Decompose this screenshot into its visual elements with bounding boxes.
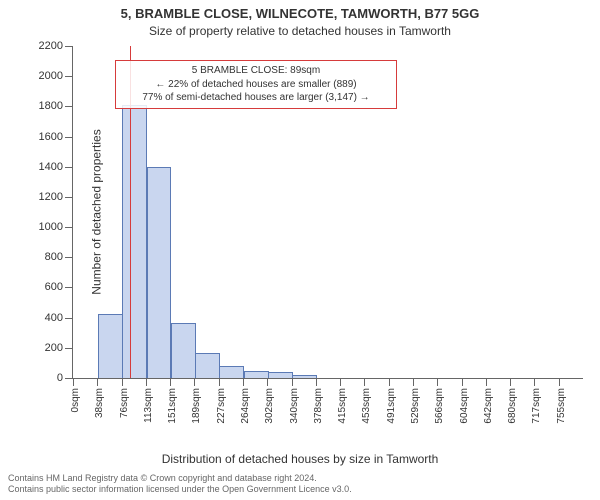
- x-tick: [243, 378, 244, 386]
- x-tick-label: 717sqm: [531, 388, 542, 424]
- histogram-bar: [195, 353, 220, 378]
- y-tick-label: 400: [45, 312, 63, 324]
- y-tick: [65, 257, 73, 258]
- y-tick-label: 1600: [39, 131, 63, 143]
- x-tick-label: 642sqm: [483, 388, 494, 424]
- histogram-bar: [268, 372, 293, 378]
- x-tick: [534, 378, 535, 386]
- x-tick-label: 38sqm: [94, 388, 105, 418]
- annotation-line-1: 5 BRAMBLE CLOSE: 89sqm: [122, 64, 390, 78]
- y-tick: [65, 197, 73, 198]
- x-tick-label: 378sqm: [313, 388, 324, 424]
- y-tick: [65, 378, 73, 379]
- histogram-bar: [147, 167, 172, 378]
- x-tick-label: 113sqm: [143, 388, 154, 423]
- x-tick-label: 415sqm: [337, 388, 348, 424]
- annotation-line-2: ← 22% of detached houses are smaller (88…: [122, 78, 390, 92]
- x-tick: [437, 378, 438, 386]
- x-tick-label: 529sqm: [410, 388, 421, 424]
- y-tick: [65, 287, 73, 288]
- x-tick: [267, 378, 268, 386]
- y-tick: [65, 106, 73, 107]
- x-tick: [73, 378, 74, 386]
- y-tick-label: 1200: [39, 191, 63, 203]
- x-tick: [510, 378, 511, 386]
- y-tick-label: 2000: [39, 70, 63, 82]
- y-tick: [65, 46, 73, 47]
- x-tick-label: 340sqm: [289, 388, 300, 424]
- y-tick-label: 1000: [39, 221, 63, 233]
- x-tick: [413, 378, 414, 386]
- histogram-bar: [292, 375, 317, 378]
- y-tick-label: 0: [57, 372, 63, 384]
- x-tick-label: 566sqm: [434, 388, 445, 424]
- x-tick: [316, 378, 317, 386]
- x-tick-label: 227sqm: [216, 388, 227, 424]
- x-tick: [97, 378, 98, 386]
- y-tick-label: 1800: [39, 100, 63, 112]
- x-axis-label: Distribution of detached houses by size …: [0, 452, 600, 466]
- x-tick: [146, 378, 147, 386]
- y-tick: [65, 76, 73, 77]
- x-tick-label: 302sqm: [264, 388, 275, 424]
- x-tick-label: 604sqm: [459, 388, 470, 424]
- annotation-line-3: 77% of semi-detached houses are larger (…: [122, 91, 390, 105]
- y-tick: [65, 227, 73, 228]
- plot-area: 0200400600800100012001400160018002000220…: [72, 46, 583, 379]
- y-tick: [65, 167, 73, 168]
- x-tick-label: 491sqm: [386, 388, 397, 424]
- chart-title: 5, BRAMBLE CLOSE, WILNECOTE, TAMWORTH, B…: [0, 6, 600, 21]
- x-tick-label: 0sqm: [70, 388, 81, 412]
- chart-subtitle: Size of property relative to detached ho…: [0, 24, 600, 38]
- y-tick-label: 2200: [39, 40, 63, 52]
- y-tick-label: 1400: [39, 161, 63, 173]
- histogram-bar: [171, 323, 196, 378]
- x-tick: [194, 378, 195, 386]
- x-tick-label: 189sqm: [191, 388, 202, 424]
- y-tick: [65, 348, 73, 349]
- x-tick: [389, 378, 390, 386]
- x-tick-label: 453sqm: [361, 388, 372, 424]
- x-tick-label: 680sqm: [507, 388, 518, 424]
- x-tick: [559, 378, 560, 386]
- x-tick: [122, 378, 123, 386]
- x-tick: [170, 378, 171, 386]
- y-tick-label: 600: [45, 281, 63, 293]
- y-tick: [65, 318, 73, 319]
- x-tick: [292, 378, 293, 386]
- histogram-bar: [244, 371, 269, 378]
- x-tick-label: 264sqm: [240, 388, 251, 424]
- x-tick: [486, 378, 487, 386]
- histogram-bar: [219, 366, 244, 378]
- footer-attribution: Contains HM Land Registry data © Crown c…: [8, 473, 352, 496]
- footer-line-1: Contains HM Land Registry data © Crown c…: [8, 473, 352, 485]
- footer-line-2: Contains public sector information licen…: [8, 484, 352, 496]
- x-tick-label: 76sqm: [119, 388, 130, 418]
- histogram-bar: [122, 105, 147, 378]
- x-tick: [364, 378, 365, 386]
- x-tick: [462, 378, 463, 386]
- x-tick: [340, 378, 341, 386]
- x-tick-label: 755sqm: [556, 388, 567, 424]
- y-tick-label: 200: [45, 342, 63, 354]
- annotation-box: 5 BRAMBLE CLOSE: 89sqm← 22% of detached …: [115, 60, 397, 109]
- y-tick-label: 800: [45, 251, 63, 263]
- histogram-bar: [98, 314, 123, 378]
- x-tick-label: 151sqm: [167, 388, 178, 424]
- x-tick: [219, 378, 220, 386]
- y-tick: [65, 137, 73, 138]
